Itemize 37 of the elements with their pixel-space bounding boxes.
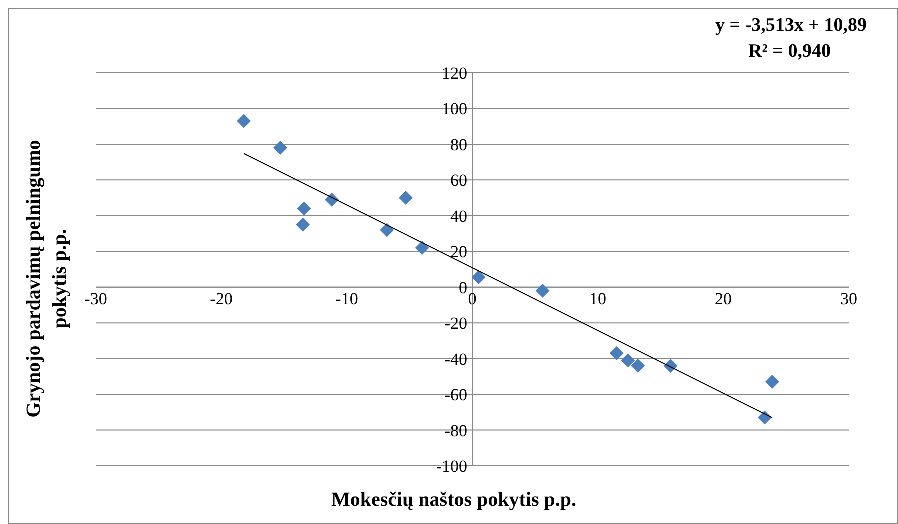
point [380, 223, 394, 238]
y-tick-label: 40 [450, 206, 468, 226]
y-tick-label: -60 [444, 386, 468, 405]
point [472, 270, 486, 285]
y-tick-label: -20 [444, 314, 468, 334]
y-tick-label: 60 [450, 171, 468, 190]
y-tick-label: -100 [436, 457, 468, 476]
y-tick-label: 80 [450, 135, 468, 154]
x-tick-label: -20 [210, 289, 233, 308]
point [621, 354, 636, 368]
point [296, 218, 310, 232]
y-tick-label: -80 [444, 421, 468, 440]
y-tick-label: -40 [444, 350, 468, 369]
point [297, 202, 312, 216]
point [273, 141, 288, 156]
point [324, 192, 339, 207]
point [610, 346, 624, 360]
point [415, 241, 430, 256]
x-tick-label: 10 [590, 289, 606, 308]
point [237, 114, 252, 128]
x-tick-label: 20 [715, 289, 732, 308]
x-tick-label: -30 [84, 289, 108, 308]
y-axis-title: Grynojo pardavimų pelningumo pokytis p.p. [22, 139, 72, 420]
y-tick-label: 100 [442, 100, 468, 119]
y-tick-label: 20 [450, 242, 468, 262]
x-tick-label: -10 [336, 289, 358, 308]
text: R² = 0,940 [748, 40, 832, 64]
x-tick-label: 30 [840, 289, 858, 308]
point [398, 191, 413, 206]
point [536, 284, 550, 298]
point [758, 410, 772, 425]
point [765, 375, 780, 390]
point [631, 358, 646, 373]
y-tick-label: 120 [442, 64, 468, 83]
point [664, 358, 678, 373]
x-axis-title: Mokesčių naštos pokytis p.p. [330, 489, 578, 512]
text: y = -3,513x + 10,89 [716, 14, 867, 38]
